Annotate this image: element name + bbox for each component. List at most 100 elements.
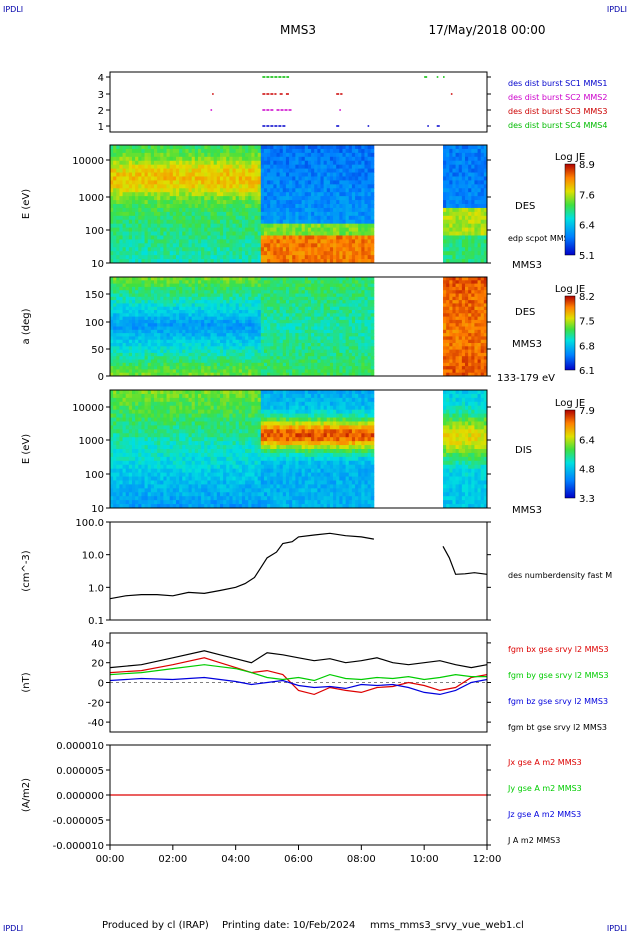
spectrogram-cell (160, 339, 164, 344)
spectrogram-cell (223, 300, 227, 304)
spectrogram-cell (326, 152, 331, 158)
spectrogram-cell (323, 255, 328, 260)
spectrogram-cell (226, 319, 230, 324)
spectrogram-cell (257, 231, 262, 236)
spectrogram-cell (370, 211, 375, 217)
spectrogram-cell (185, 359, 189, 364)
spectrogram-cell (157, 148, 161, 154)
spectrogram-cell (298, 251, 303, 256)
spectrogram-cell (370, 259, 375, 264)
spectrogram-cell (339, 188, 343, 193)
spectrogram-cell (285, 319, 290, 324)
spectrogram-cell (248, 323, 252, 327)
spectrogram-cell (160, 160, 164, 166)
spectrogram-cell (295, 160, 299, 166)
spectrogram-cell (110, 148, 114, 154)
spectrogram-cell (160, 145, 164, 150)
spectrogram-cell (197, 333, 202, 337)
spectrogram-cell (197, 219, 202, 225)
spectrogram-cell (201, 286, 205, 291)
spectrogram-cell (223, 369, 227, 374)
spectrogram-cell (276, 310, 281, 314)
spectrogram-cell (113, 277, 117, 281)
spectrogram-cell (314, 168, 318, 173)
spectrogram-cell (333, 211, 337, 217)
spectrogram-cell (342, 251, 347, 256)
spectrogram-cell (355, 239, 359, 244)
spectrogram-cell (317, 286, 321, 291)
spectrogram-cell (147, 333, 152, 337)
spectrogram-cell (201, 148, 205, 154)
spectrogram-cell (197, 303, 202, 308)
spectrogram-cell (361, 259, 365, 264)
spectrogram-cell (260, 336, 265, 341)
spectrogram-cell (455, 207, 460, 213)
spectrogram-cell (204, 156, 208, 162)
spectrogram-cell (480, 211, 485, 217)
spectrogram-cell (204, 184, 208, 189)
spectrogram-cell (166, 223, 171, 228)
spectrogram-cell (483, 204, 488, 209)
spectrogram-cell (304, 369, 309, 374)
spectrogram-cell (232, 152, 237, 158)
spectrogram-cell (122, 286, 127, 291)
spectrogram-cell (141, 296, 145, 301)
spectrogram-cell (216, 349, 221, 354)
spectrogram-cell (364, 255, 369, 260)
spectrogram-cell (119, 207, 123, 213)
spectrogram-cell (477, 235, 482, 240)
spectrogram-cell (276, 145, 281, 150)
spectrogram-cell (295, 259, 299, 264)
spectrogram-cell (219, 290, 224, 294)
spectrogram-cell (351, 188, 356, 193)
spectrogram-cell (273, 152, 277, 158)
spectrogram-cell (251, 290, 255, 294)
spectrogram-cell (241, 352, 246, 357)
spectrogram-cell (301, 255, 306, 260)
spectrogram-cell (169, 200, 174, 205)
spectrogram-cell (314, 211, 318, 217)
spectrogram-cell (314, 369, 318, 374)
spectrogram-cell (144, 192, 149, 197)
spectrogram-cell (301, 333, 306, 337)
spectrogram-cell (223, 223, 227, 228)
spectrogram-cell (285, 316, 290, 321)
spectrogram-cell (241, 235, 246, 240)
spectrogram-cell (153, 215, 158, 221)
spectrogram-cell (223, 336, 227, 341)
spectrogram-cell (188, 293, 193, 298)
spectrogram-cell (339, 200, 343, 205)
spectrogram-cell (131, 277, 136, 281)
spectrogram-cell (207, 227, 211, 232)
spectrogram-cell (370, 180, 375, 185)
spectrogram-cell (480, 251, 485, 256)
spectrogram-cell (182, 215, 186, 221)
spectrogram-cell (238, 329, 243, 334)
spectrogram-cell (449, 196, 453, 201)
spectrogram-cell (358, 196, 362, 201)
spectrogram-cell (204, 326, 208, 331)
spectrogram-cell (232, 336, 237, 341)
spectrogram-cell (166, 156, 171, 162)
spectrogram-cell (219, 349, 224, 354)
spectrogram-cell (477, 223, 482, 228)
spectrogram-cell (263, 329, 268, 334)
spectrogram-cell (273, 168, 277, 173)
spectrogram-cell (182, 200, 186, 205)
spectrogram-cell (323, 164, 328, 169)
spectrogram-cell (191, 152, 196, 158)
spectrogram-cell (304, 323, 309, 327)
spectrogram-cell (257, 152, 262, 158)
spectrogram-cell (229, 369, 233, 374)
spectrogram-cell (351, 211, 356, 217)
spectrogram-cell (273, 306, 277, 311)
spectrogram-cell (270, 200, 274, 205)
spectrogram-cell (270, 310, 274, 314)
spectrogram-cell (113, 255, 117, 260)
spectrogram-cell (163, 259, 167, 264)
y-tick-label: 1 (98, 122, 104, 133)
spectrogram-cell (153, 227, 158, 232)
spectrogram-cell (304, 329, 309, 334)
spectrogram-cell (128, 369, 133, 374)
spectrogram-cell (267, 192, 271, 197)
